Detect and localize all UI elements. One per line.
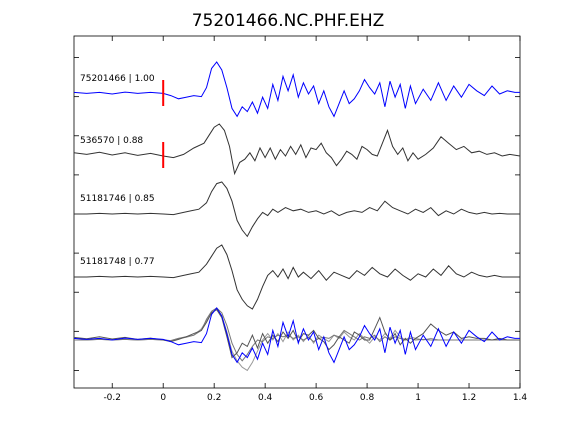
- overlay-group: [73, 307, 520, 372]
- trace-line: [74, 244, 520, 310]
- trace-line: [73, 123, 521, 176]
- x-tick-label: 0.4: [258, 393, 273, 403]
- x-tick-label: -0.2: [103, 393, 121, 403]
- x-tick-label: 1: [415, 393, 421, 403]
- trace-label: 75201466 | 1.00: [80, 74, 155, 84]
- overlay-trace-line: [73, 308, 520, 359]
- plot-area: [73, 35, 521, 389]
- x-tick-label: 1.4: [513, 393, 528, 403]
- x-tick-label: 1.2: [462, 393, 476, 403]
- trace-label: 51181746 | 0.85: [80, 194, 155, 204]
- x-tick-label: 0.8: [360, 393, 375, 403]
- trace-line: [73, 61, 520, 118]
- x-axis: -0.2 0 0.2 0.4 0.6 0.8 1 1.2 1.4: [103, 36, 527, 403]
- x-tick-label: 0.2: [207, 393, 221, 403]
- trace-line: [74, 181, 520, 238]
- overlay-trace-line: [73, 307, 520, 364]
- overlay-trace-line: [74, 307, 520, 362]
- trace-label: 51181748 | 0.77: [80, 257, 155, 267]
- x-tick-label: 0: [160, 393, 166, 403]
- trace-group: [73, 61, 521, 310]
- chart-title: 75201466.NC.PHF.EHZ: [192, 11, 385, 31]
- trace-label: 536570 | 0.88: [80, 136, 143, 146]
- x-tick-label: 0.6: [309, 393, 324, 403]
- trace-labels: 75201466 | 1.00 536570 | 0.88 51181746 | 0…: [80, 74, 155, 267]
